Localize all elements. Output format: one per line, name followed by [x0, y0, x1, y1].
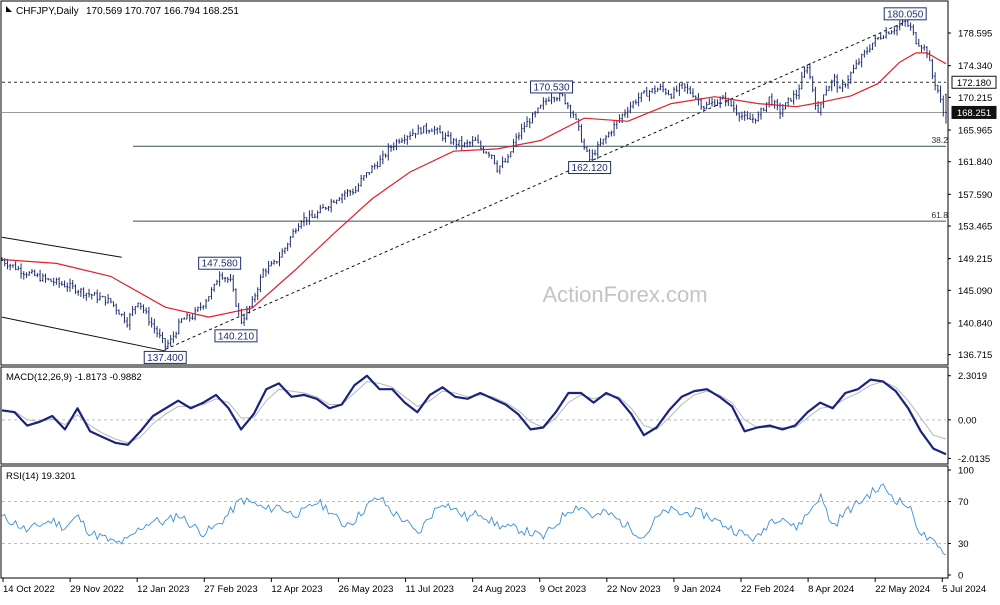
rsi-layer	[1, 483, 947, 556]
macd-tick-label: 0.00	[958, 415, 977, 426]
x-tick-label: 12 Jan 2023	[137, 584, 189, 595]
annotation-label: 162.120	[572, 163, 609, 174]
annotation-box	[198, 256, 242, 270]
annotation-box	[530, 80, 574, 94]
watermark: ActionForex.com	[542, 282, 707, 307]
x-tick-label: 22 Feb 2024	[741, 584, 794, 595]
trendline-2	[165, 21, 906, 350]
annotation-box	[883, 7, 927, 21]
annotation-label: 137.400	[147, 353, 184, 364]
annotation-label: 147.580	[202, 259, 239, 270]
x-tick-label: 22 May 2024	[875, 584, 930, 595]
price-annotation: 140.210	[214, 329, 258, 343]
annotation-box	[214, 329, 258, 343]
axis-price-label: 172.180	[957, 78, 991, 89]
macd-line	[1, 374, 947, 456]
annotation-label: 140.210	[218, 331, 255, 342]
y-tick-label: 153.465	[958, 222, 992, 233]
macd-panel	[0, 366, 949, 465]
x-tick-label: 5 Jul 2024	[942, 584, 986, 595]
y-tick-label: 170.215	[958, 93, 992, 104]
rsi-title: RSI(14) 19.3201	[6, 471, 76, 482]
x-tick-label: 27 Feb 2023	[204, 584, 257, 595]
y-tick-label: 165.965	[958, 126, 992, 137]
x-tick-label: 8 Apr 2024	[808, 584, 854, 595]
price-layer: 38.2 61.8 180.050 170.530 162.120 147.580 140.…	[1, 7, 948, 364]
x-tick-label: 26 May 2023	[338, 584, 393, 595]
y-tick-label: 161.840	[958, 157, 992, 168]
y-tick-label: 178.595	[958, 28, 992, 39]
price-panel	[0, 0, 949, 366]
x-tick-label: 9 Oct 2023	[540, 584, 586, 595]
x-tick-label: 11 Jul 2023	[406, 584, 454, 595]
y-tick-label: 174.340	[958, 61, 992, 72]
macd-title: MACD(12,26,9) -1.8173 -0.9882	[6, 372, 142, 383]
symbol-icon	[6, 6, 12, 12]
y-tick-label: 157.590	[958, 190, 992, 201]
y-tick-label: 140.840	[958, 318, 992, 329]
rsi-tick-label: 30	[958, 539, 969, 550]
axis-price-box	[951, 105, 997, 119]
x-tick-label: 9 Jan 2024	[674, 584, 721, 595]
y-tick-label: 136.715	[958, 350, 992, 361]
price-annotation: 162.120	[568, 161, 612, 175]
rsi-tick-label: 100	[958, 466, 974, 477]
macd-layer	[1, 374, 947, 456]
axis-price-box	[951, 75, 997, 89]
x-tick-label: 14 Oct 2022	[3, 584, 55, 595]
axis-layer: 178.595 174.340 170.215 165.965 161.840 157.5…	[2, 28, 997, 595]
macd-tick-label: -2.0135	[958, 454, 990, 465]
price-annotation: 180.050	[883, 7, 927, 21]
ohlc-readout: 170.569 170.707 166.794 168.251	[86, 6, 239, 17]
price-annotation: 137.400	[143, 350, 187, 364]
axis-price-label: 168.251	[957, 108, 991, 119]
moving-average-line	[1, 52, 947, 318]
y-tick-label: 149.215	[958, 254, 992, 265]
y-tick-label: 145.090	[958, 286, 992, 297]
trendline-1	[1, 316, 166, 352]
rsi-tick-label: 0	[958, 571, 963, 582]
annotation-label: 170.530	[533, 82, 570, 93]
fib-label-61-8: 61.8	[931, 210, 948, 220]
price-annotation: 147.580	[198, 256, 242, 270]
trendline-0	[1, 236, 122, 258]
rsi-line	[1, 483, 947, 556]
annotation-box	[143, 350, 187, 364]
x-tick-label: 29 Nov 2022	[70, 584, 124, 595]
macd-tick-label: 2.3019	[958, 371, 987, 382]
annotation-label: 180.050	[887, 9, 924, 20]
x-tick-label: 24 Aug 2023	[473, 584, 526, 595]
x-tick-label: 12 Apr 2023	[271, 584, 322, 595]
symbol-label: CHFJPY,Daily	[16, 6, 79, 17]
annotation-box	[568, 161, 612, 175]
rsi-panel	[0, 465, 949, 579]
rsi-tick-label: 70	[958, 497, 969, 508]
x-tick-label: 22 Nov 2023	[607, 584, 661, 595]
price-annotation: 170.530	[530, 80, 574, 94]
fib-label-38-2: 38.2	[931, 135, 948, 145]
